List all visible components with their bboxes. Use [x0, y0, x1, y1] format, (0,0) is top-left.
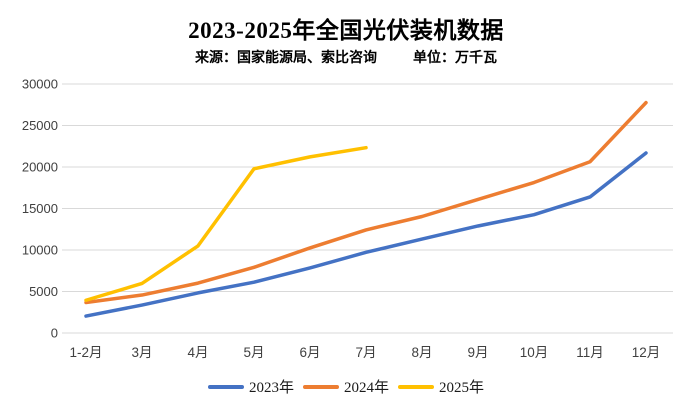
- x-tick-label: 10月: [520, 345, 549, 360]
- source-note: 来源：国家能源局、索比咨询: [195, 51, 377, 66]
- legend-label-2025: 2025年: [439, 380, 485, 396]
- x-tick-label: 3月: [131, 345, 152, 360]
- legend-item-2023: 2023年: [207, 376, 294, 397]
- x-tick-label: 7月: [355, 345, 376, 360]
- y-tick-label: 10000: [22, 243, 58, 258]
- legend-item-2025: 2025年: [398, 376, 484, 397]
- y-tick-label: 25000: [22, 118, 58, 133]
- chart-legend: 2023年 2024年 2025年: [0, 376, 692, 397]
- legend-swatch-2025: [398, 384, 434, 389]
- x-tick-label: 6月: [299, 345, 320, 360]
- series-line-2023年: [84, 151, 648, 318]
- legend-swatch-2023: [207, 384, 244, 389]
- chart-title: 2023-2025年全国光伏装机数据: [188, 18, 504, 43]
- unit-note: 单位：万千瓦: [413, 51, 497, 66]
- legend-item-2024: 2024年: [302, 376, 389, 397]
- y-tick-label: 15000: [22, 201, 58, 216]
- x-tick-label: 11月: [576, 345, 604, 360]
- legend-label-2023: 2023年: [248, 380, 294, 396]
- legend-swatch-2024: [302, 384, 339, 389]
- x-tick-label: 12月: [632, 345, 661, 360]
- x-tick-label: 9月: [467, 345, 488, 360]
- x-tick-label: 1-2月: [69, 345, 102, 360]
- series-line-2024年: [84, 100, 648, 305]
- series-line-2025年: [84, 145, 368, 302]
- y-tick-label: 20000: [22, 160, 58, 175]
- y-tick-label: 0: [51, 326, 58, 341]
- chart-subtitle: 来源：国家能源局、索比咨询 单位：万千瓦: [0, 47, 692, 67]
- y-tick-label: 30000: [22, 77, 58, 92]
- x-tick-label: 4月: [187, 345, 208, 360]
- y-tick-label: 5000: [29, 284, 58, 299]
- x-tick-label: 5月: [243, 345, 264, 360]
- x-tick-label: 8月: [411, 345, 432, 360]
- legend-label-2024: 2024年: [343, 380, 389, 396]
